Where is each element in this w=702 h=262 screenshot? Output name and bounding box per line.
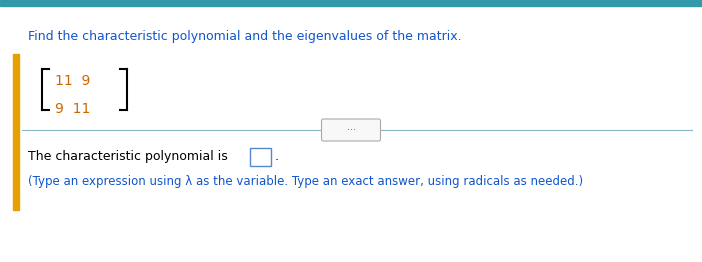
Text: ···: ··· <box>347 125 355 135</box>
Text: Find the characteristic polynomial and the eigenvalues of the matrix.: Find the characteristic polynomial and t… <box>28 30 462 43</box>
Text: (Type an expression using λ as the variable. Type an exact answer, using radical: (Type an expression using λ as the varia… <box>28 175 583 188</box>
Bar <box>250 148 271 166</box>
Text: 9  11: 9 11 <box>55 102 91 116</box>
Bar <box>13 54 18 210</box>
Text: The characteristic polynomial is: The characteristic polynomial is <box>28 150 227 163</box>
Text: 11  9: 11 9 <box>55 74 91 88</box>
Bar <box>0 0 702 6</box>
FancyBboxPatch shape <box>322 119 380 141</box>
Text: .: . <box>275 150 279 163</box>
